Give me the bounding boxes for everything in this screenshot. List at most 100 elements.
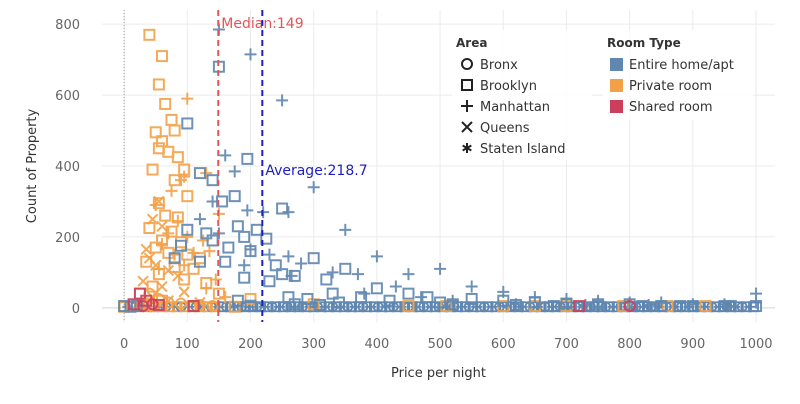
data-point: [332, 296, 345, 309]
data-point: [326, 287, 339, 300]
data-point: [592, 294, 605, 307]
data-point: [219, 149, 232, 162]
baseline-mark: [611, 301, 623, 313]
y-tick-label: 400: [55, 160, 80, 175]
data-point: [228, 165, 241, 178]
legend-area-label: Bronx: [480, 58, 518, 73]
x-tick-label: 200: [238, 337, 263, 352]
data-point: [181, 230, 194, 243]
data-point: [269, 259, 282, 272]
series-private-room-cross: [137, 195, 206, 309]
data-point: [209, 273, 222, 286]
legend-area-label: Brooklyn: [480, 79, 537, 94]
legend-area-label: Staten Island: [480, 142, 565, 157]
data-point: [560, 292, 573, 305]
data-point: [276, 94, 289, 107]
average-label: Average:218.7: [265, 163, 367, 179]
y-axis-title: Count of Property: [25, 108, 40, 223]
data-point: [244, 243, 257, 256]
data-point: [642, 298, 655, 311]
y-tick-label: 0: [72, 302, 80, 317]
data-point: [149, 241, 162, 254]
data-point: [238, 271, 251, 284]
data-point: [263, 275, 276, 288]
data-point: [402, 268, 415, 281]
data-point: [497, 285, 510, 298]
data-point: [152, 78, 165, 91]
data-point: [241, 152, 254, 165]
data-point: [655, 296, 668, 309]
data-point: [152, 298, 165, 311]
data-point: [260, 232, 273, 245]
data-point: [143, 222, 156, 235]
data-point: [153, 195, 165, 208]
data-point: [370, 282, 383, 295]
data-point: [351, 268, 364, 281]
data-point: [178, 273, 191, 286]
y-tick-label: 200: [55, 231, 80, 246]
legend-square-icon: [461, 79, 473, 91]
data-point: [156, 280, 168, 293]
data-point: [528, 291, 541, 304]
data-point: [301, 292, 314, 305]
data-point: [174, 236, 187, 249]
data-point: [446, 294, 459, 307]
data-point: [137, 300, 150, 313]
data-point: [200, 282, 213, 295]
x-tick-label: 0: [120, 337, 128, 352]
data-point: [171, 214, 184, 227]
legend-room-label: Private room: [629, 79, 712, 94]
data-point: [389, 280, 402, 293]
y-tick-label: 600: [55, 89, 80, 104]
data-point: [465, 292, 478, 305]
baseline-mark: [293, 301, 304, 313]
data-point: [193, 167, 206, 180]
data-point: [143, 28, 156, 41]
data-point: [320, 273, 333, 286]
data-point: [156, 135, 169, 148]
data-point: [636, 300, 649, 313]
data-point: [276, 202, 289, 215]
data-point: [162, 264, 175, 277]
data-point: [228, 190, 241, 203]
data-point: [241, 204, 254, 217]
data-point: [178, 286, 190, 298]
data-point: [200, 227, 213, 240]
data-point: [263, 248, 276, 261]
data-point: [579, 298, 592, 311]
data-point: [181, 190, 194, 203]
data-point: [314, 298, 327, 311]
data-point: [250, 223, 263, 236]
legend-area-label: Manhattan: [480, 100, 550, 115]
data-point: [238, 259, 251, 272]
legend-plus-icon: [461, 100, 473, 112]
data-point: [200, 167, 213, 180]
axes: 0 100 200 300 400 500 600 700 800 900 1000 0 200 400 6…: [25, 18, 773, 381]
data-point: [174, 239, 187, 252]
data-point: [383, 294, 396, 307]
data-point: [206, 195, 219, 208]
data-point: [402, 287, 415, 300]
data-point: [228, 300, 241, 313]
series-shared-room-square: [127, 287, 586, 313]
data-point: [617, 300, 630, 313]
data-point: [156, 50, 169, 63]
data-point: [219, 291, 232, 304]
data-point: [285, 269, 298, 282]
x-tick-label: 500: [428, 337, 453, 352]
data-point: [339, 262, 352, 275]
x-tick-label: 400: [364, 337, 389, 352]
data-point: [149, 126, 162, 139]
data-point: [193, 213, 206, 226]
data-point: [146, 163, 159, 176]
legend-room-label: Entire home/apt: [629, 58, 734, 73]
x-tick-label: 900: [680, 337, 705, 352]
baseline-mark: [368, 301, 380, 313]
data-point: [193, 298, 206, 311]
data-point: [168, 124, 181, 137]
data-point: [434, 296, 447, 309]
data-point: [156, 220, 168, 232]
legend-cross-icon: [461, 121, 473, 133]
legends: Area Bronx Brooklyn Manhattan Queens Staten I…: [452, 30, 753, 160]
